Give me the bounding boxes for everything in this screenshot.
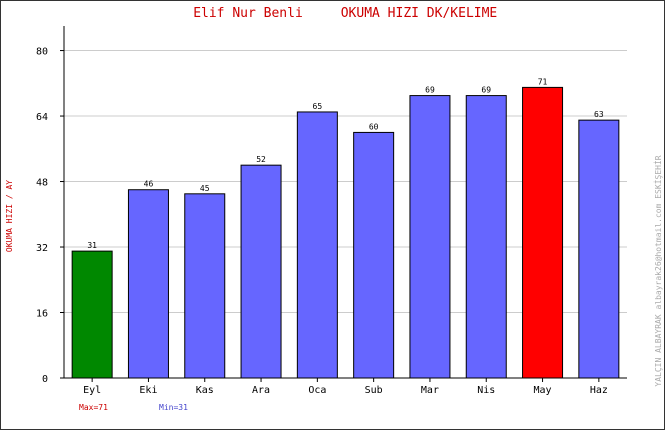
chart-title-metric: OKUMA HIZI DK/KELIME — [341, 6, 498, 21]
y-axis-ticks: 0 16 32 48 64 80 — [36, 47, 64, 385]
bar-kas — [184, 193, 226, 379]
chart-title-name: Elif Nur Benli — [193, 6, 303, 21]
y-tick-label: 80 — [36, 47, 48, 58]
y-tick-label: 32 — [36, 243, 48, 254]
min-label: Min=31 — [159, 403, 188, 412]
x-tick-label: Haz — [590, 385, 608, 396]
y-tick-label: 48 — [36, 178, 48, 189]
bar-mar — [409, 95, 451, 379]
bars — [71, 86, 620, 379]
data-label: 45 — [200, 184, 210, 193]
bar-sub — [353, 131, 395, 379]
data-label: 46 — [144, 180, 154, 189]
data-label: 69 — [481, 86, 491, 95]
x-axis-ticks: Eyl Eki Kas Ara Oca Sub Mar Nis May Haz — [83, 378, 608, 396]
bar-eki — [127, 189, 169, 379]
bar-ara — [240, 164, 282, 379]
x-tick-label: Oca — [308, 385, 326, 396]
data-label: 31 — [87, 241, 97, 250]
data-label: 63 — [594, 110, 604, 119]
y-tick-label: 64 — [36, 112, 48, 123]
x-tick-label: Kas — [196, 385, 214, 396]
data-labels: 31 46 45 52 65 60 69 69 71 63 — [87, 77, 604, 250]
x-tick-label: Ara — [252, 385, 270, 396]
x-tick-label: Sub — [365, 385, 383, 396]
max-label: Max=71 — [79, 403, 108, 412]
bar-eyl — [71, 250, 113, 379]
data-label: 71 — [538, 77, 548, 86]
data-label: 65 — [313, 102, 323, 111]
x-tick-label: May — [534, 385, 552, 396]
data-label: 52 — [256, 155, 266, 164]
x-tick-label: Eyl — [83, 385, 101, 396]
bar-may — [522, 86, 564, 379]
bar-oca — [296, 111, 338, 379]
bar-haz — [578, 119, 620, 379]
x-tick-label: Mar — [421, 385, 439, 396]
bar-nis — [465, 95, 507, 379]
side-note: YALÇIN ALBAYRAK albayrak26@hotmail.com E… — [653, 155, 663, 386]
data-label: 69 — [425, 86, 435, 95]
y-tick-label: 0 — [42, 374, 48, 385]
x-tick-label: Nis — [477, 385, 495, 396]
x-tick-label: Eki — [139, 385, 157, 396]
y-tick-label: 16 — [36, 309, 48, 320]
y-axis-label: OKUMA HIZI / AY — [5, 180, 14, 252]
data-label: 60 — [369, 122, 379, 131]
